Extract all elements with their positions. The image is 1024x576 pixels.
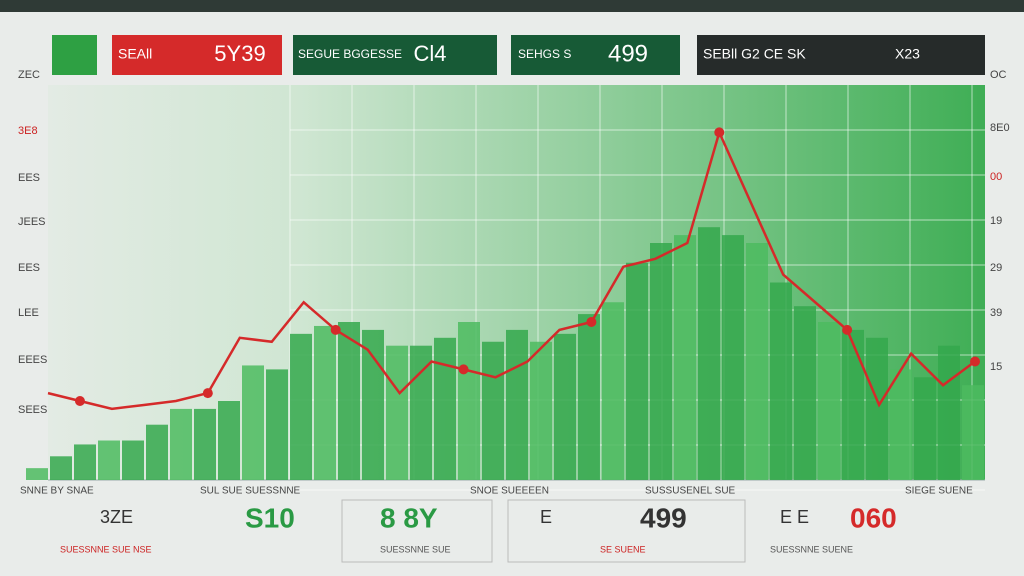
bar xyxy=(650,243,672,480)
right-axis-label: 19 xyxy=(990,215,1002,227)
footer-box xyxy=(341,499,493,563)
bar xyxy=(170,408,192,480)
bar xyxy=(530,341,552,480)
tile-value: 499 xyxy=(608,40,648,67)
bar xyxy=(338,322,360,480)
logo-tile xyxy=(52,35,97,75)
line-point xyxy=(202,388,213,399)
left-axis-label: SEES xyxy=(18,404,47,416)
footer-value: S10 xyxy=(245,502,295,533)
bar xyxy=(242,365,264,480)
footer-caption: SUESSNNE SUENE xyxy=(770,544,853,554)
footer-caption: SE SUENE xyxy=(600,544,646,554)
x-label: SUL SUE SUESSNNE xyxy=(200,486,301,497)
bar xyxy=(458,322,480,480)
bar xyxy=(554,333,576,480)
left-axis-label: EES xyxy=(18,262,40,274)
line-point xyxy=(458,364,469,375)
tile xyxy=(293,35,497,75)
line-point xyxy=(842,324,853,335)
left-axis-label: EES xyxy=(18,172,40,184)
line-point xyxy=(586,317,597,327)
tile xyxy=(112,35,282,75)
bar xyxy=(50,456,72,480)
footer-value: 060 xyxy=(850,502,897,533)
bar xyxy=(26,468,48,480)
left-axis-label: ZEC xyxy=(18,69,40,81)
footer-box xyxy=(507,499,746,563)
x-label: SNNE BY SNAE xyxy=(20,486,94,497)
bar xyxy=(74,444,96,480)
bar xyxy=(842,329,864,480)
price-line xyxy=(47,128,976,411)
line-point xyxy=(970,356,980,367)
bar xyxy=(962,385,984,480)
tile xyxy=(697,35,985,75)
tile-label: SEHGS S xyxy=(518,47,571,61)
bar xyxy=(434,337,456,480)
footer-value: 8 8Y xyxy=(380,502,438,533)
line-point xyxy=(714,127,725,138)
bar xyxy=(98,440,120,480)
footer-label: 3ZE xyxy=(100,507,133,527)
bar xyxy=(362,329,384,480)
bar xyxy=(578,314,600,480)
bar xyxy=(194,408,216,480)
x-label: SNOE SUEEEEN xyxy=(470,486,549,497)
top-bar xyxy=(0,0,1024,12)
bar xyxy=(410,345,432,480)
bar xyxy=(866,337,888,480)
tile-value: 5Y39 xyxy=(214,41,265,66)
x-label: SUSSUSENEL SUE xyxy=(645,486,736,497)
right-axis-label: 8E0 xyxy=(990,122,1010,134)
bar xyxy=(818,322,840,480)
footer-label: E xyxy=(540,507,552,527)
tile-value: Cl4 xyxy=(413,41,446,66)
right-axis-label: 15 xyxy=(990,361,1002,373)
bar xyxy=(770,282,792,480)
tile xyxy=(511,35,680,75)
bar xyxy=(626,262,648,480)
footer-caption: SUESSNNE SUE xyxy=(380,544,451,554)
tile-label: SEBll G2 CE SK xyxy=(703,46,806,62)
tile-value: X23 xyxy=(895,46,920,62)
bar xyxy=(914,377,936,480)
footer-label: E E xyxy=(780,507,809,527)
tile-label: SEAll xyxy=(118,46,152,62)
labels: ZEC 3E8 EES JEES EES LEE EEES SEES OC 8E0 00 19 29 39… xyxy=(18,69,1010,554)
right-axis-label: 00 xyxy=(990,171,1002,183)
right-axis-label: OC xyxy=(990,69,1007,81)
footer-value: 499 xyxy=(640,502,687,533)
bar xyxy=(290,333,312,480)
bar xyxy=(386,345,408,480)
tile-label: SEGUE BGGESSE xyxy=(298,47,402,61)
right-axis-label: 39 xyxy=(990,307,1002,319)
bar xyxy=(890,369,912,480)
right-axis-label: 29 xyxy=(990,262,1002,274)
bar xyxy=(122,440,144,480)
left-axis-label: JEES xyxy=(18,216,46,228)
left-axis-label: 3E8 xyxy=(18,125,38,137)
left-axis-label: EEES xyxy=(18,354,47,366)
line-point xyxy=(74,396,85,406)
bar xyxy=(314,325,336,480)
bar xyxy=(746,243,768,480)
left-axis-label: LEE xyxy=(18,307,39,319)
line-point xyxy=(330,324,341,335)
chart xyxy=(26,85,985,491)
bar xyxy=(506,329,528,480)
x-label: SIEGE SUENE xyxy=(905,486,973,497)
bar xyxy=(482,341,504,480)
bar xyxy=(722,235,744,480)
bar xyxy=(266,369,288,480)
bar xyxy=(794,306,816,480)
bar xyxy=(602,302,624,480)
footer-caption: SUESSNNE SUE NSE xyxy=(60,544,152,554)
bar xyxy=(698,227,720,480)
bar xyxy=(938,345,960,480)
bar xyxy=(674,235,696,480)
bar xyxy=(218,401,240,480)
bar xyxy=(146,424,168,480)
